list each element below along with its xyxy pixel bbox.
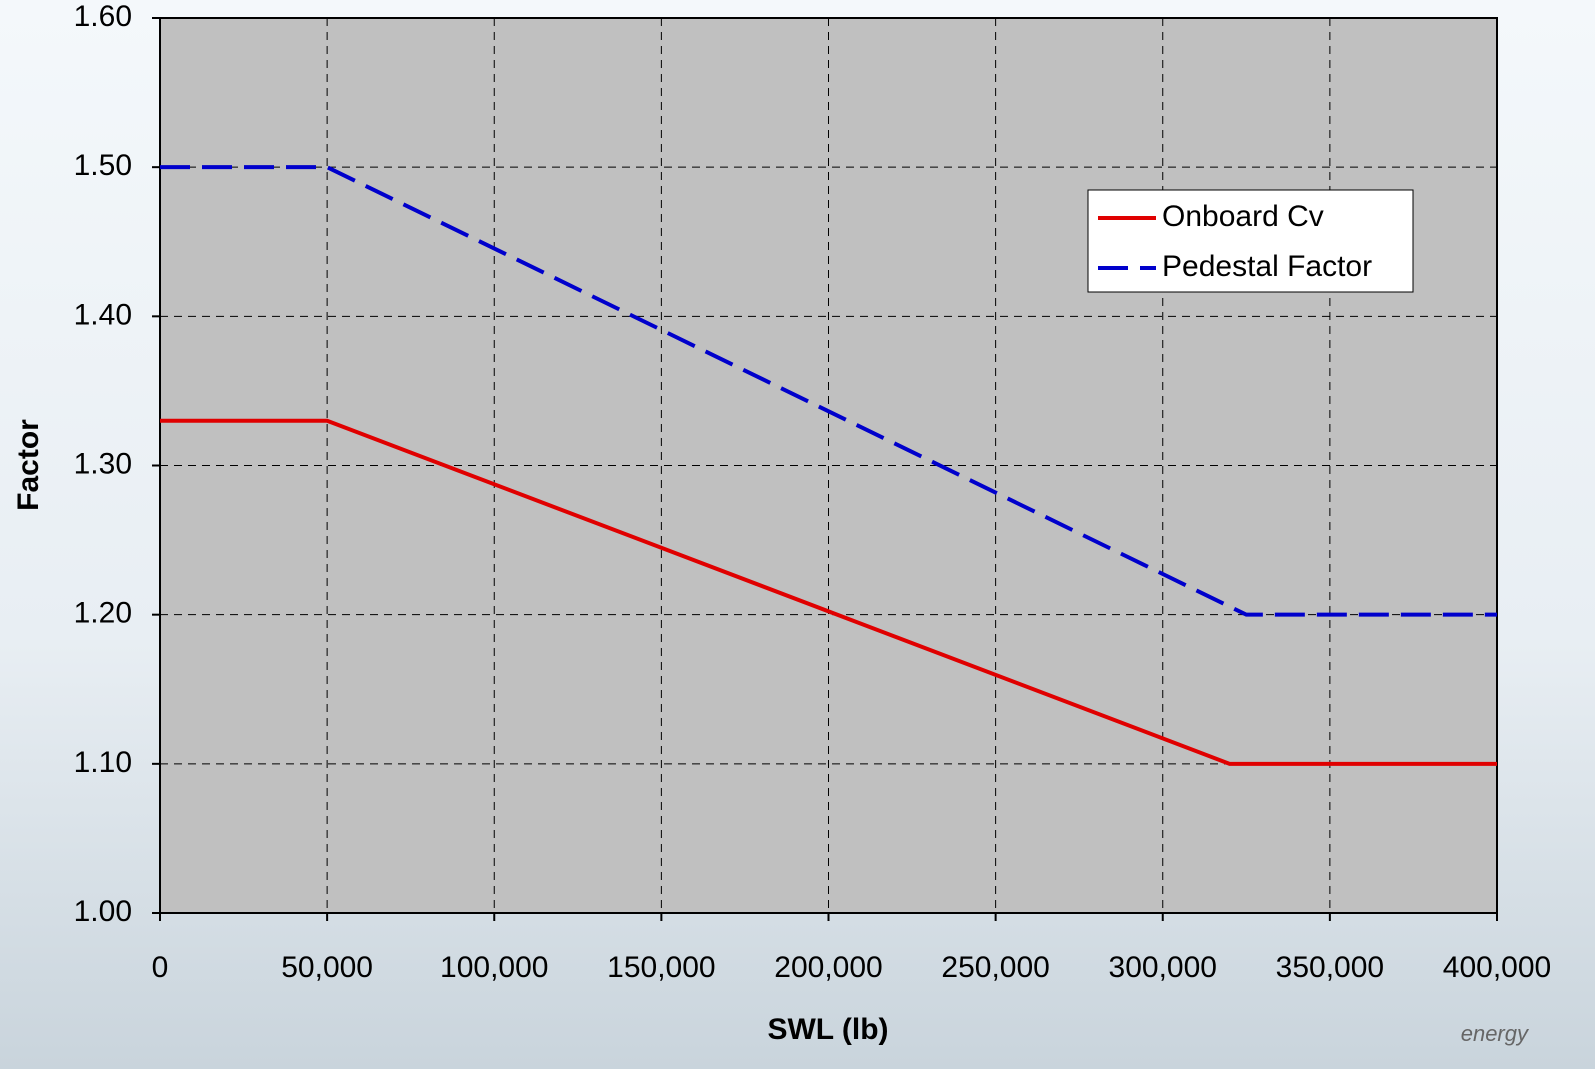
- y-axis-label: Factor: [12, 419, 45, 511]
- x-tick-label: 250,000: [941, 951, 1049, 984]
- x-tick-label: 150,000: [607, 951, 715, 984]
- x-tick-label: 300,000: [1109, 951, 1217, 984]
- x-tick-label: 50,000: [281, 951, 373, 984]
- y-tick-label: 1.50: [74, 149, 132, 182]
- y-tick-label: 1.30: [74, 447, 132, 480]
- legend-label: Pedestal Factor: [1162, 250, 1372, 283]
- x-tick-label: 350,000: [1276, 951, 1384, 984]
- legend-label: Onboard Cv: [1162, 200, 1324, 233]
- y-tick-label: 1.60: [74, 0, 132, 33]
- x-tick-label: 200,000: [774, 951, 882, 984]
- logo: energy: [1461, 1021, 1530, 1046]
- x-axis-label: SWL (lb): [767, 1013, 888, 1046]
- x-tick-label: 0: [152, 951, 169, 984]
- y-tick-label: 1.40: [74, 298, 132, 331]
- y-tick-label: 1.00: [74, 895, 132, 928]
- x-tick-label: 400,000: [1443, 951, 1551, 984]
- y-tick-label: 1.20: [74, 597, 132, 630]
- chart: SWL (lb) Factor energy 1.00 1.10 1.20 1.30 1…: [0, 0, 1595, 1069]
- y-tick-label: 1.10: [74, 746, 132, 779]
- legend: Onboard Cv Pedestal Factor: [1088, 190, 1413, 292]
- x-tick-label: 100,000: [440, 951, 548, 984]
